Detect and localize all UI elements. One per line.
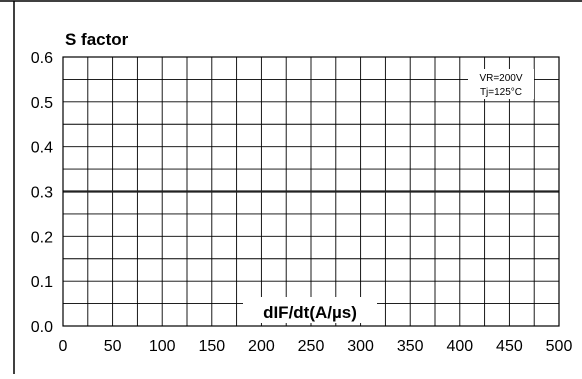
y-tick-label: 0.0 xyxy=(31,319,53,336)
x-tick-label: 300 xyxy=(347,338,374,355)
x-axis-label-box xyxy=(243,297,377,323)
x-tick-label: 0 xyxy=(59,338,68,355)
x-axis-label: dIF/dt(A/µs) xyxy=(263,303,357,322)
y-tick-label: 0.3 xyxy=(31,185,53,202)
y-axis-label: S factor xyxy=(65,30,129,49)
plot-border xyxy=(62,56,560,327)
x-tick-label: 400 xyxy=(446,338,473,355)
y-tick-label: 0.2 xyxy=(31,229,53,246)
condition-annotation: VR=200V Tj=125°C xyxy=(468,69,534,99)
x-axis-label-group: dIF/dt(A/µs) xyxy=(243,297,377,323)
x-tick-label: 500 xyxy=(546,338,573,355)
annotation-box xyxy=(468,69,534,99)
x-tick-label: 150 xyxy=(198,338,225,355)
x-tick-label: 50 xyxy=(104,338,122,355)
x-tick-label: 100 xyxy=(149,338,176,355)
tick-label-layer: 0.0 0.1 0.2 0.3 0.4 0.5 0.6 0 50 100 150 200 250 300 3… xyxy=(31,50,573,355)
y-tick-label: 0.4 xyxy=(31,140,53,157)
x-tick-label: 350 xyxy=(397,338,424,355)
annotation-vr: VR=200V xyxy=(479,73,522,84)
x-tick-label: 250 xyxy=(298,338,325,355)
y-tick-label: 0.6 xyxy=(31,50,53,67)
annotation-tj: Tj=125°C xyxy=(480,87,522,98)
y-tick-label: 0.1 xyxy=(31,274,53,291)
y-tick-label: 0.5 xyxy=(31,95,53,112)
x-tick-label: 450 xyxy=(496,338,523,355)
x-tick-label: 200 xyxy=(248,338,275,355)
